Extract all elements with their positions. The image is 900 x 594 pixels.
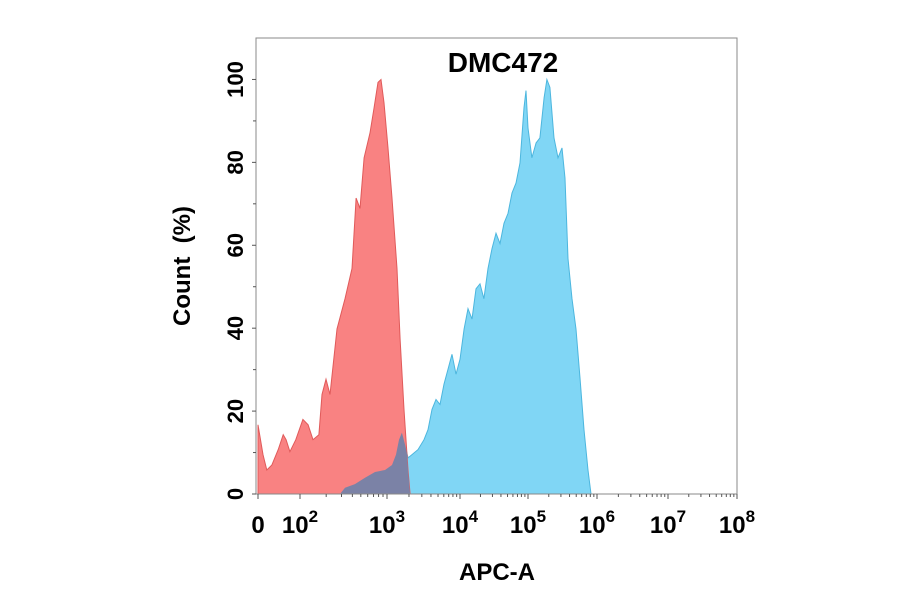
x-tick-label: 105 [510,507,546,539]
y-tick-label: 40 [223,316,248,340]
x-tick-label: 108 [719,507,755,539]
x-tick-label: 107 [650,507,686,539]
x-tick-label: 102 [282,507,318,539]
x-tick-label: 106 [579,507,615,539]
y-axis-label: Count (%) [169,206,196,326]
y-tick-label: 0 [223,488,248,500]
x-axis-label: APC-A [459,559,535,586]
plot-frame [255,37,738,495]
x-tick-label: 0 [251,512,264,539]
y-tick-label: 60 [223,233,248,257]
y-tick-label: 80 [223,150,248,174]
series-control-histogram [257,78,411,495]
x-tick-label: 104 [442,507,479,539]
y-tick-label: 100 [223,61,248,98]
x-tick-label: 103 [369,507,405,539]
y-tick-label: 20 [223,399,248,423]
chart-title: DMC472 [448,47,558,78]
